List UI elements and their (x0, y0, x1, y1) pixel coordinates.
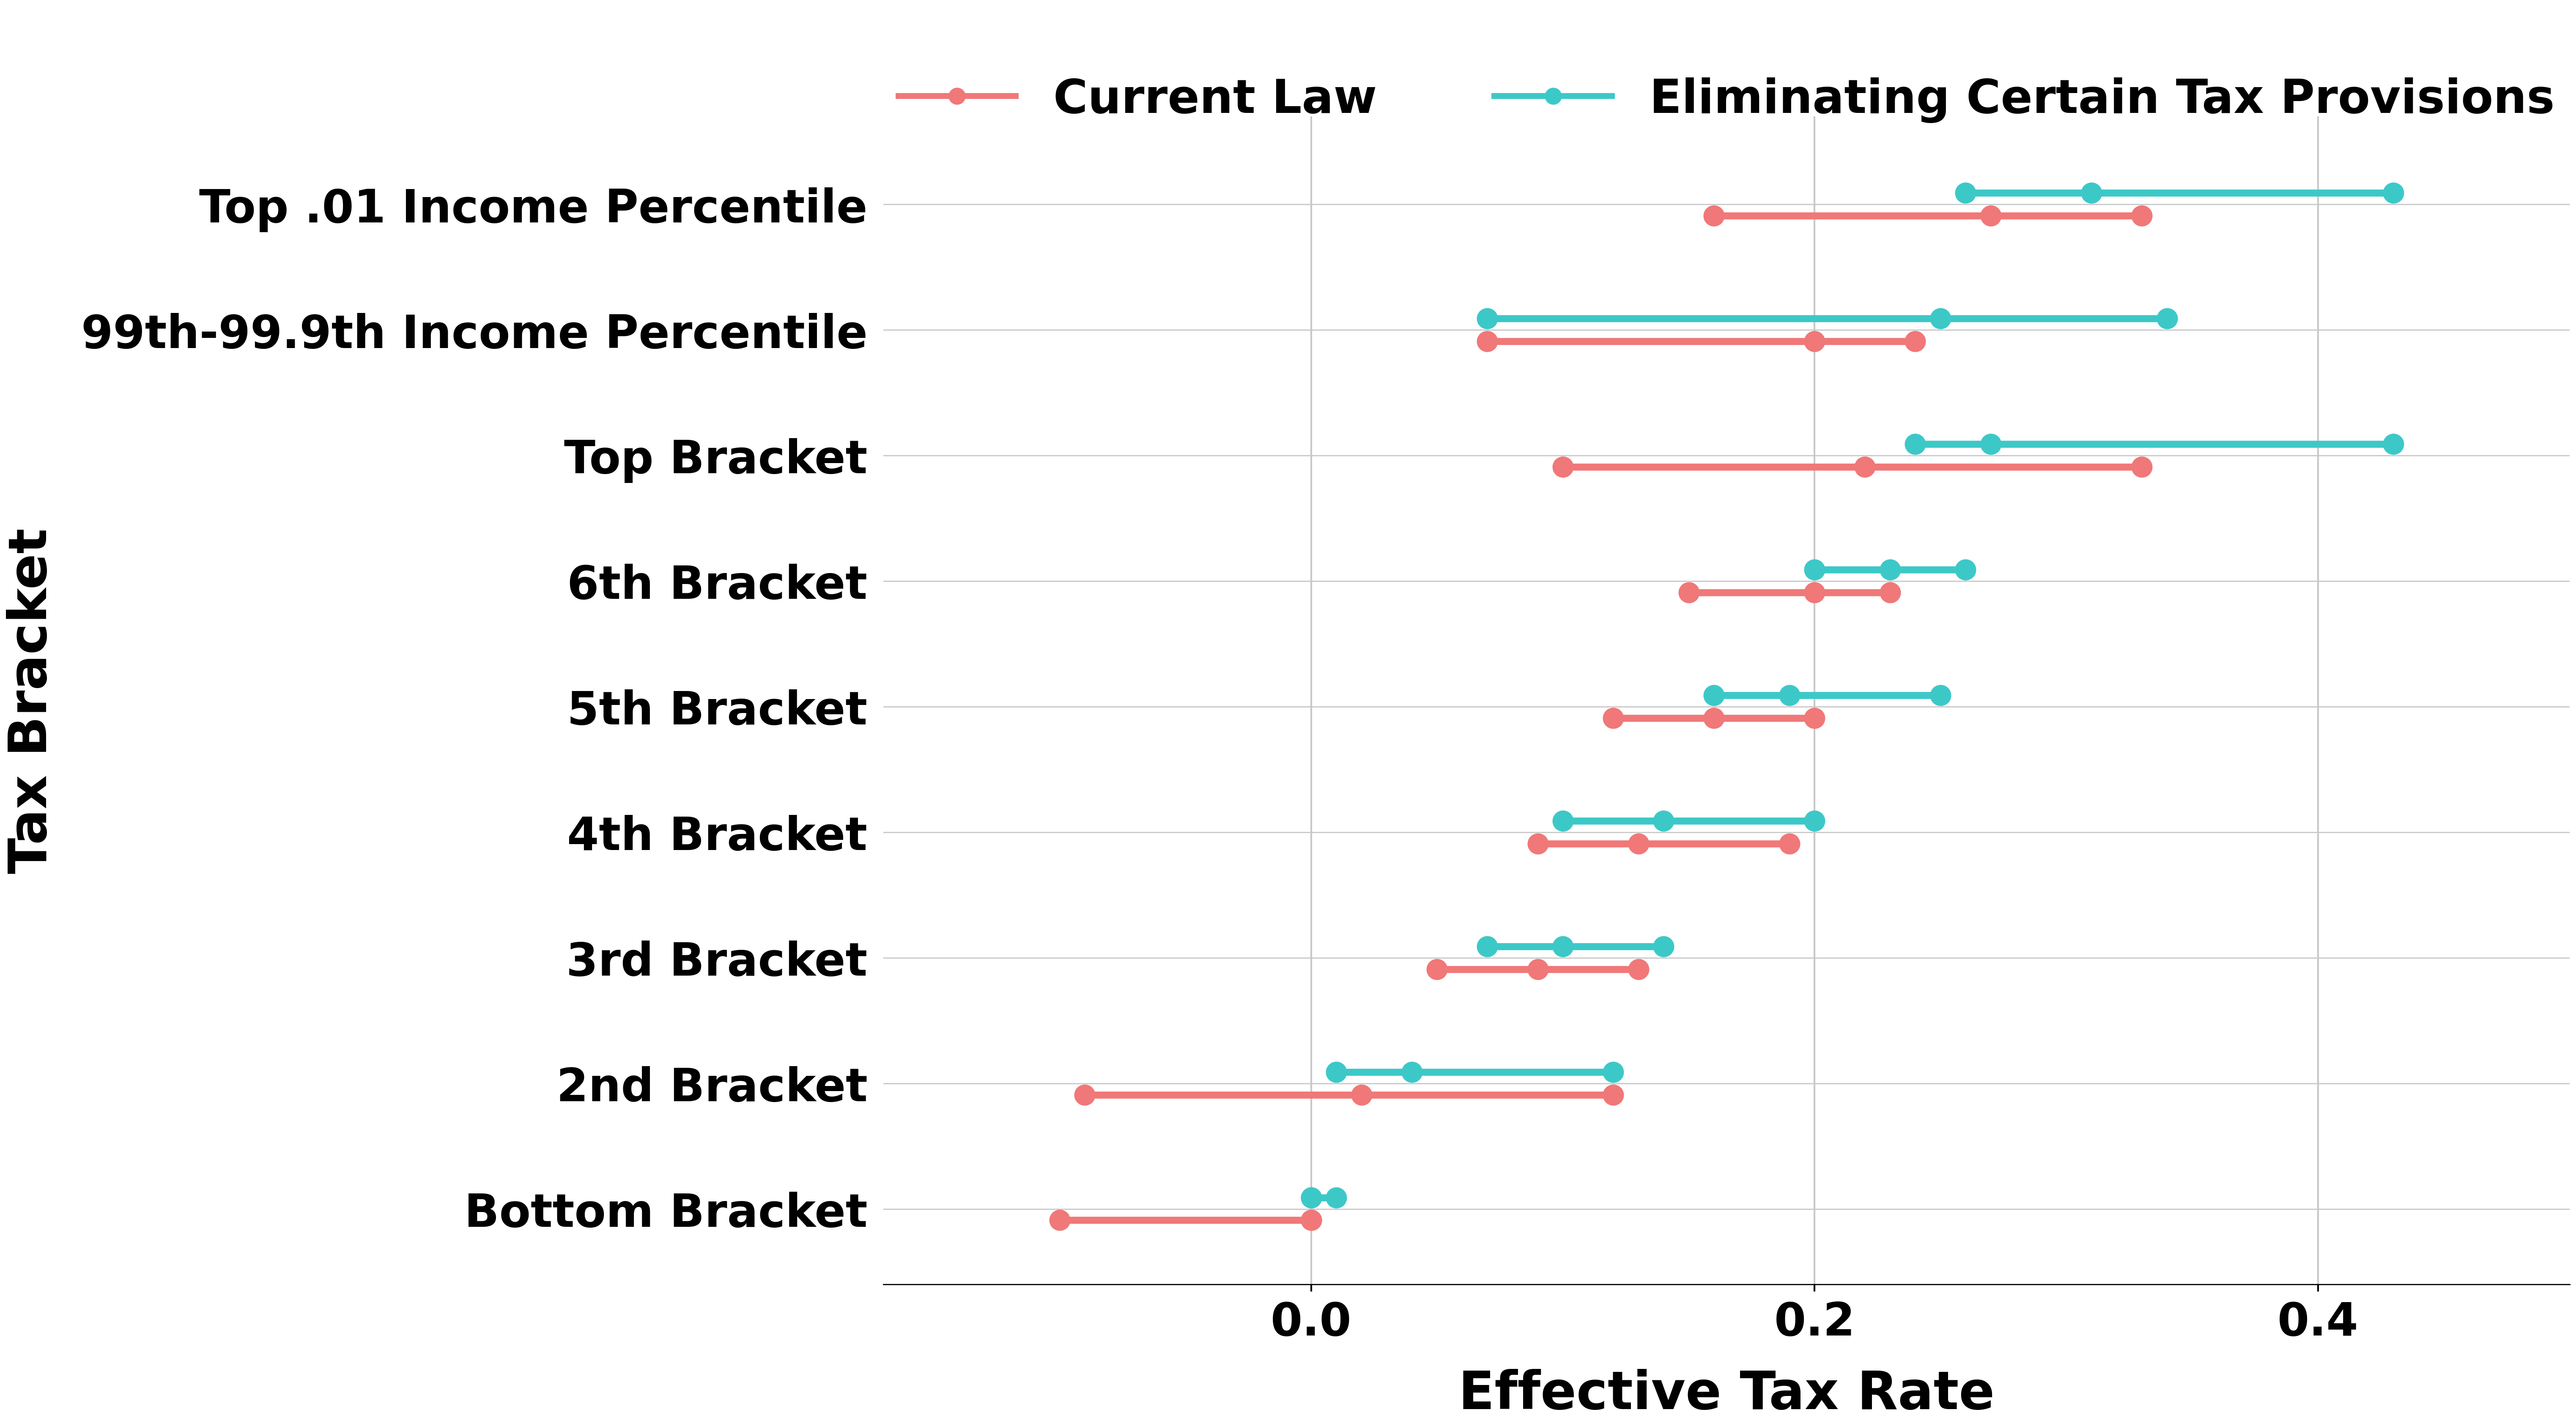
Y-axis label: Tax Bracket: Tax Bracket (5, 528, 57, 873)
Legend: Current Law, Eliminating Certain Tax Provisions: Current Law, Eliminating Certain Tax Pro… (878, 58, 2573, 141)
X-axis label: Effective Tax Rate: Effective Tax Rate (1458, 1369, 1994, 1420)
